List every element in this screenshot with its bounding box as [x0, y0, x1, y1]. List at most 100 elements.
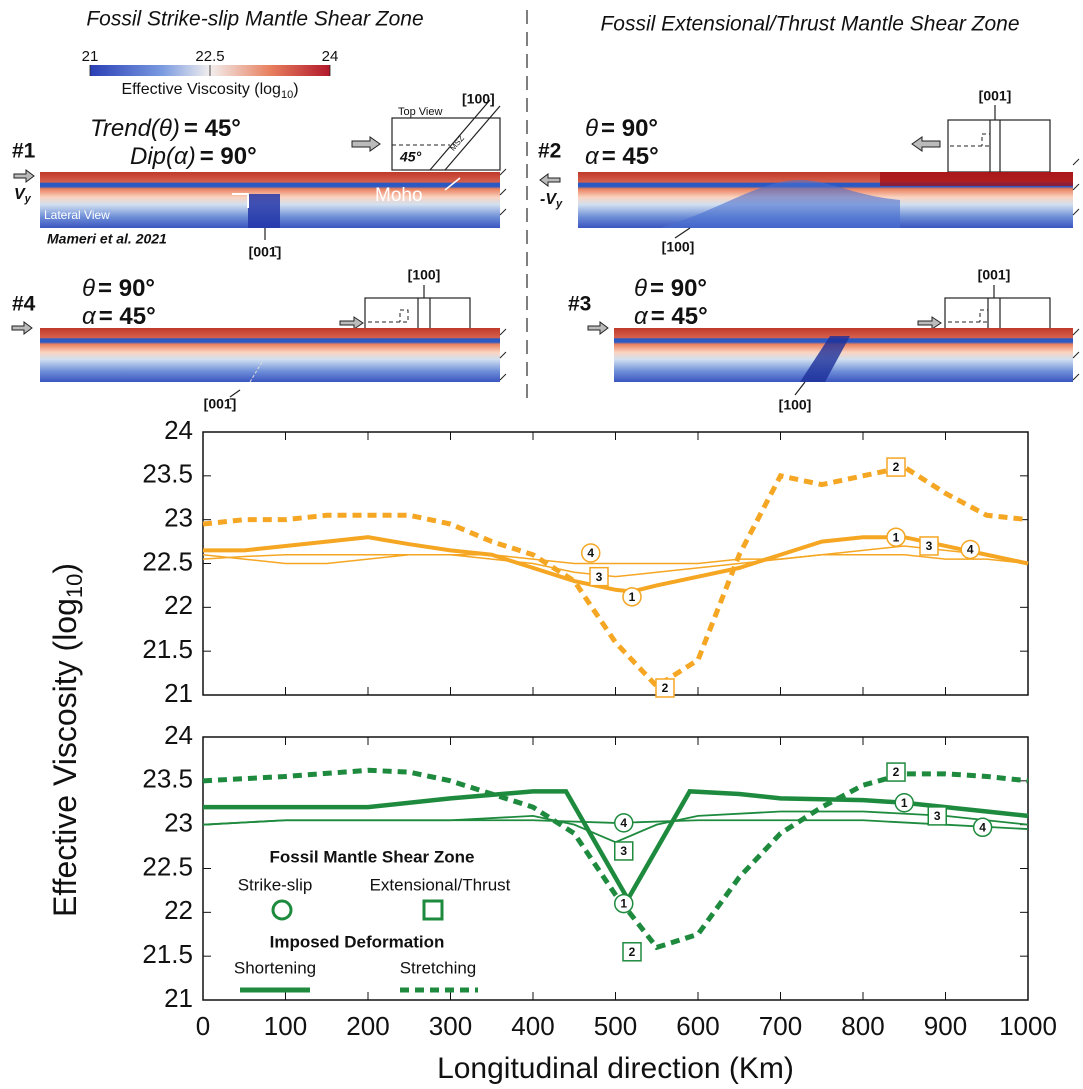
- marker: [614, 893, 634, 914]
- top-view-box: [391, 117, 501, 171]
- colorbar-tick-label: 24: [322, 48, 339, 65]
- legend-marker: [422, 899, 444, 921]
- right-title: Fossil Extensional/Thrust Mantle Shear Z…: [600, 13, 1019, 36]
- y-tick-label: 23.5: [142, 764, 193, 794]
- marker-label: 1: [893, 530, 900, 544]
- colorbar-ticks: 21 22.5 24: [82, 48, 339, 76]
- panel-trend: Trend(θ) = 45°: [90, 115, 241, 142]
- marker: [622, 587, 642, 607]
- y-axis-label: Effective Viscosity (log10): [47, 563, 86, 917]
- legend-marker: [271, 899, 293, 921]
- arrow: [339, 316, 364, 330]
- y-tick-label: 22: [164, 590, 193, 620]
- alpha: α: [585, 143, 600, 170]
- panel-theta: θ = 90°: [82, 275, 155, 302]
- x-tick-label: 800: [841, 1011, 884, 1041]
- msz-line: [444, 105, 501, 171]
- x-tick-label: 1000: [999, 1011, 1057, 1041]
- velocity-label: Vy: [14, 186, 32, 205]
- x-tick-label: 200: [346, 1011, 389, 1041]
- msz-line: [429, 99, 491, 171]
- series-line: [203, 535, 1029, 594]
- panel-alpha: α = 45°: [585, 143, 659, 170]
- shear-zone: [800, 336, 850, 382]
- marker-label: 2: [629, 945, 636, 959]
- marker-label: 1: [901, 796, 908, 810]
- marker-label: 1: [620, 897, 627, 911]
- panel-theta: θ = 90°: [585, 115, 658, 142]
- y-tick-label: 21.5: [142, 634, 193, 664]
- marker-label: 3: [934, 809, 941, 823]
- axis-label: [001]: [978, 267, 1011, 283]
- y-tick-label: 24: [164, 415, 193, 445]
- alpha-value: = 45°: [651, 303, 708, 330]
- panel-id: #1: [12, 140, 36, 163]
- fixed-boundary: [499, 158, 1080, 381]
- axis-label: [100]: [779, 397, 812, 413]
- y-tick-label: 23.5: [142, 459, 193, 489]
- x-tick-label: 500: [594, 1011, 637, 1041]
- moho-label: Moho: [375, 185, 423, 206]
- series-line: [202, 767, 1029, 951]
- arrow: [11, 321, 33, 335]
- marker-label: 2: [893, 460, 900, 474]
- series-line: [202, 464, 1029, 690]
- axis-label: [001̄]: [249, 244, 282, 260]
- y-tick-label: 21.5: [142, 939, 193, 969]
- alpha: α: [634, 303, 649, 330]
- left-title: Fossil Strike-slip Mantle Shear Zone: [86, 8, 423, 31]
- x-tick-label: 100: [264, 1011, 307, 1041]
- theta: θ: [82, 275, 95, 302]
- pointer: [229, 389, 241, 398]
- marker: [919, 536, 939, 556]
- moho-line: [444, 177, 461, 191]
- marker-label: 2: [662, 681, 669, 695]
- marker: [622, 942, 642, 962]
- axis-label: [100]: [462, 91, 495, 107]
- theta-value: = 90°: [601, 115, 658, 142]
- legend-title: Imposed Deformation: [270, 932, 445, 951]
- panel-id: #3: [568, 293, 591, 316]
- panel-alpha: α = 45°: [82, 303, 156, 330]
- marker-label: 4: [620, 816, 627, 830]
- legend-label: Shortening: [234, 958, 316, 977]
- alpha-value: = 45°: [99, 303, 156, 330]
- axis-label: [001̄]: [204, 396, 237, 412]
- diagram: Fossil Strike-slip Mantle Shear Zone Fos…: [11, 8, 1080, 413]
- y-axis-label-sub: 10: [62, 574, 87, 598]
- v-sub: y: [555, 198, 563, 210]
- y-tick-label: 23: [164, 808, 193, 838]
- shear-zone-trace: [249, 361, 263, 383]
- marker: [960, 539, 980, 560]
- alpha-value: = 45°: [602, 143, 659, 170]
- marker: [581, 543, 601, 563]
- marker-label: 3: [620, 844, 627, 858]
- marker: [972, 817, 993, 838]
- ref-line: [950, 133, 991, 147]
- panel-alpha: α = 45°: [634, 303, 708, 330]
- theta-value: = 90°: [650, 275, 707, 302]
- v: -V: [540, 191, 557, 208]
- marker-label: 4: [587, 546, 594, 560]
- x-tick-label: 900: [924, 1011, 967, 1041]
- marker: [614, 841, 634, 861]
- series-line: [202, 545, 1029, 578]
- trend-label: Trend(θ): [90, 115, 180, 142]
- ref-line: [368, 309, 409, 323]
- theta-value: = 90°: [98, 275, 155, 302]
- y-tick-label: 21: [164, 983, 193, 1013]
- marker-label: 1: [629, 590, 636, 604]
- legend-label: Stretching: [400, 958, 477, 977]
- y-tick-label: 22: [164, 895, 193, 925]
- x-tick-label: 600: [676, 1011, 719, 1041]
- colorbar-label-sub: 10: [281, 89, 293, 101]
- legend-label: Strike-slip: [238, 875, 313, 894]
- x-tick-label: 700: [759, 1011, 802, 1041]
- marker-label: 3: [596, 570, 603, 584]
- top-view-label: Top View: [398, 106, 442, 118]
- pointer: [674, 227, 691, 239]
- marker: [927, 806, 947, 826]
